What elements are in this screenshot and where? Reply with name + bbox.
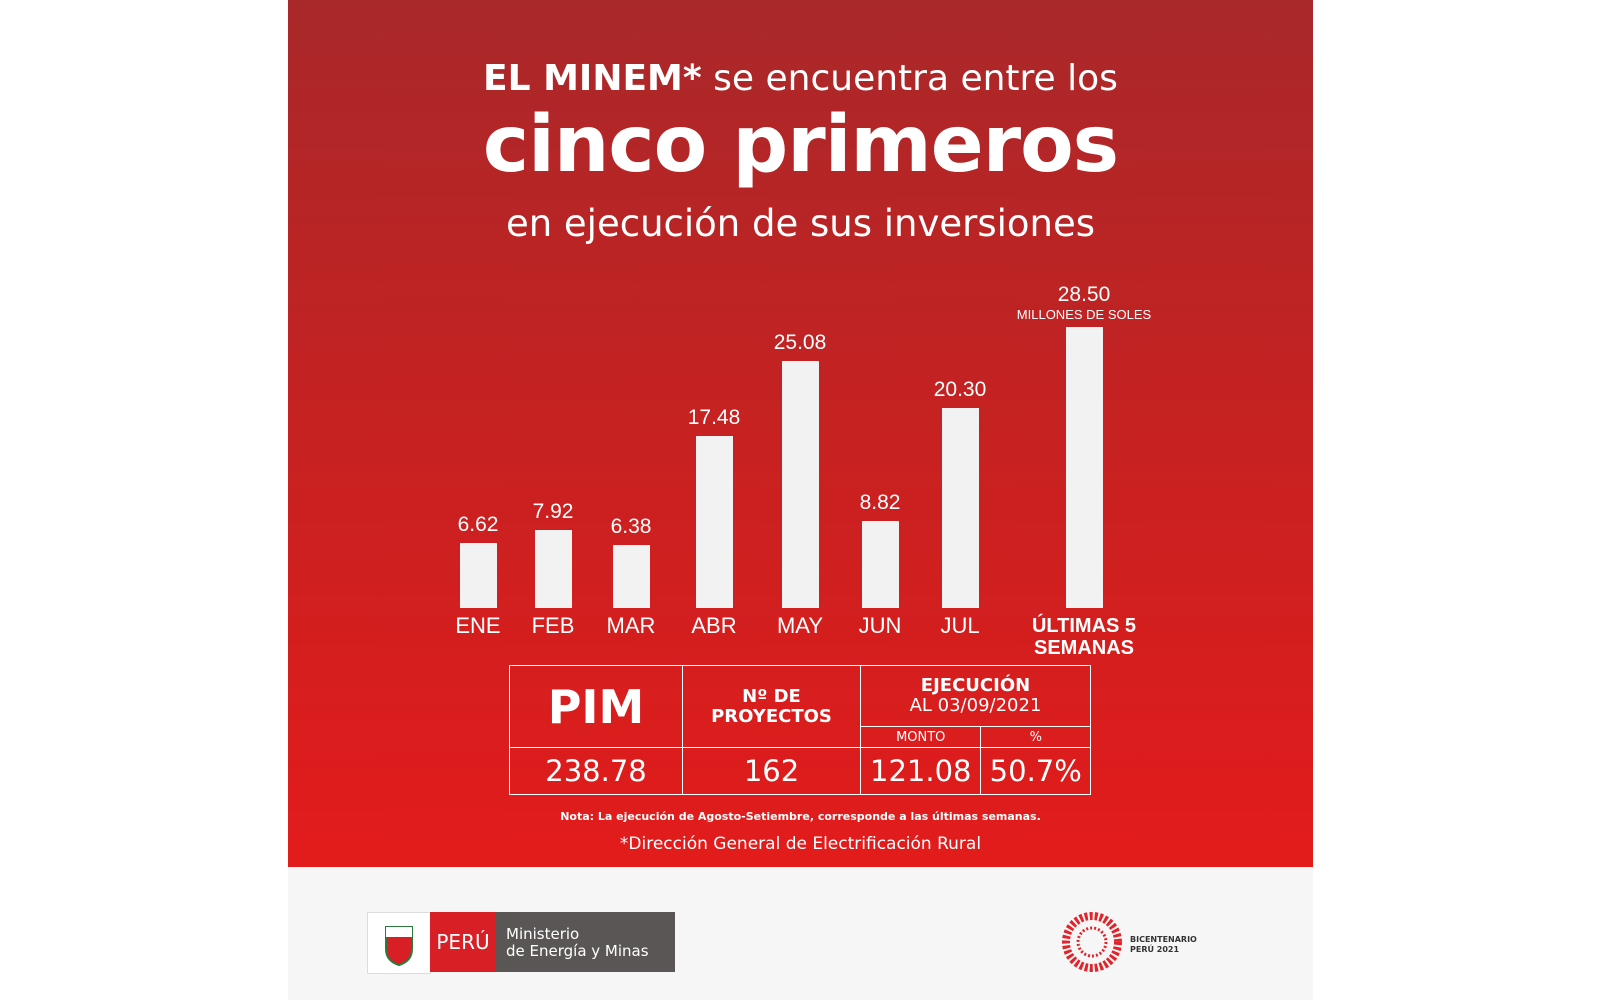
value-label: 20.30 bbox=[933, 377, 987, 401]
bicentenario-text: BICENTENARIO PERÚ 2021 bbox=[1130, 935, 1197, 955]
bar bbox=[534, 529, 572, 608]
value-label: 28.50 bbox=[1057, 283, 1111, 306]
coat-icon bbox=[385, 926, 413, 967]
bar bbox=[695, 435, 733, 608]
value-cell: 238.78 bbox=[509, 747, 683, 795]
unit-label: MILLONES DE SOLES bbox=[1016, 307, 1152, 322]
category-label: MAR bbox=[606, 613, 656, 638]
value-cell: 162 bbox=[682, 747, 861, 795]
value-label: 8.82 bbox=[859, 491, 901, 515]
bicentenario-line: BICENTENARIO bbox=[1130, 935, 1197, 944]
bar bbox=[612, 545, 650, 608]
ministry-label: Ministerio de Energía y Minas bbox=[496, 912, 675, 972]
red-panel: EL MINEM* se encuentra entre los cinco p… bbox=[288, 0, 1313, 867]
value-cell: 50.7% bbox=[980, 747, 1091, 795]
title-line1: EL MINEM* se encuentra entre los bbox=[288, 58, 1313, 99]
bar-chart: 6.62 ENE 7.92 FEB 6.38 MAR 17.48 ABR 25.08 MAY 8.8… bbox=[288, 0, 1313, 867]
category-label: JUN bbox=[858, 613, 902, 638]
bar bbox=[459, 542, 497, 608]
header-text: EJECUCIÓN bbox=[920, 675, 1031, 696]
ministry-line: Ministerio bbox=[506, 925, 580, 943]
category-label: MAY bbox=[776, 613, 824, 638]
bar bbox=[781, 360, 819, 608]
bar bbox=[1065, 327, 1103, 608]
summary-table: PIM Nº DE PROYECTOS EJECUCIÓN AL 03/09/20… bbox=[509, 665, 1091, 795]
subheader-cell: % bbox=[980, 726, 1091, 748]
value-label: 25.08 bbox=[773, 330, 827, 354]
category-label: FEB bbox=[531, 613, 575, 638]
value-label: 6.62 bbox=[457, 512, 499, 536]
category-label: JUL bbox=[940, 613, 980, 638]
bar bbox=[861, 521, 899, 608]
header-text: AL 03/09/2021 bbox=[909, 695, 1042, 716]
header-cell: EJECUCIÓN AL 03/09/2021 bbox=[860, 665, 1091, 727]
category-label: ABR bbox=[691, 613, 737, 638]
title-main: cinco primeros bbox=[482, 100, 1119, 190]
footnote: *Dirección General de Electrificación Ru… bbox=[619, 834, 982, 854]
value-label: 7.92 bbox=[532, 499, 574, 523]
bicentenario-logo bbox=[1062, 912, 1122, 972]
bicentenario-line: PERÚ 2021 bbox=[1130, 945, 1180, 954]
header-cell: PIM bbox=[509, 665, 683, 748]
peru-label: PERÚ bbox=[430, 912, 496, 972]
coat-of-arms bbox=[367, 912, 431, 974]
title-bold: EL MINEM* bbox=[483, 58, 702, 99]
bar bbox=[941, 407, 979, 608]
title-rest: se encuentra entre los bbox=[713, 58, 1118, 99]
header-cell: Nº DE PROYECTOS bbox=[682, 665, 861, 748]
value-label: 6.38 bbox=[610, 515, 652, 539]
ministry-line: de Energía y Minas bbox=[506, 942, 649, 960]
category-label: ENE bbox=[455, 613, 501, 638]
subheader-cell: MONTO bbox=[859, 726, 982, 748]
title-line3: en ejecución de sus inversiones bbox=[505, 202, 1096, 245]
value-label: 17.48 bbox=[687, 405, 741, 429]
category-label: ÚLTIMAS 5 SEMANAS bbox=[1031, 615, 1137, 659]
value-cell: 121.08 bbox=[859, 747, 982, 795]
note: Nota: La ejecución de Agosto-Setiembre, … bbox=[560, 810, 1041, 823]
